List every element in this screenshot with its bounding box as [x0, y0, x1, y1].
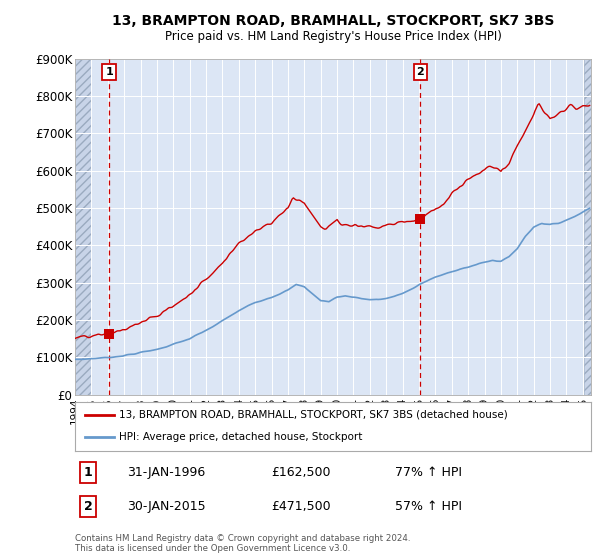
- Text: Contains HM Land Registry data © Crown copyright and database right 2024.
This d: Contains HM Land Registry data © Crown c…: [75, 534, 410, 553]
- Text: 13, BRAMPTON ROAD, BRAMHALL, STOCKPORT, SK7 3BS (detached house): 13, BRAMPTON ROAD, BRAMHALL, STOCKPORT, …: [119, 410, 508, 420]
- Bar: [75, 59, 91, 395]
- Text: 57% ↑ HPI: 57% ↑ HPI: [395, 500, 462, 513]
- Text: 1: 1: [83, 466, 92, 479]
- Text: £471,500: £471,500: [271, 500, 331, 513]
- Text: 13, BRAMPTON ROAD, BRAMHALL, STOCKPORT, SK7 3BS: 13, BRAMPTON ROAD, BRAMHALL, STOCKPORT, …: [112, 14, 554, 28]
- Text: 31-JAN-1996: 31-JAN-1996: [127, 466, 205, 479]
- Bar: [584, 59, 593, 395]
- Text: 77% ↑ HPI: 77% ↑ HPI: [395, 466, 462, 479]
- Text: 2: 2: [83, 500, 92, 513]
- Text: Price paid vs. HM Land Registry's House Price Index (HPI): Price paid vs. HM Land Registry's House …: [164, 30, 502, 43]
- Text: 30-JAN-2015: 30-JAN-2015: [127, 500, 205, 513]
- Text: 1: 1: [105, 67, 113, 77]
- Text: £162,500: £162,500: [271, 466, 331, 479]
- Text: 2: 2: [416, 67, 424, 77]
- Text: HPI: Average price, detached house, Stockport: HPI: Average price, detached house, Stoc…: [119, 432, 362, 442]
